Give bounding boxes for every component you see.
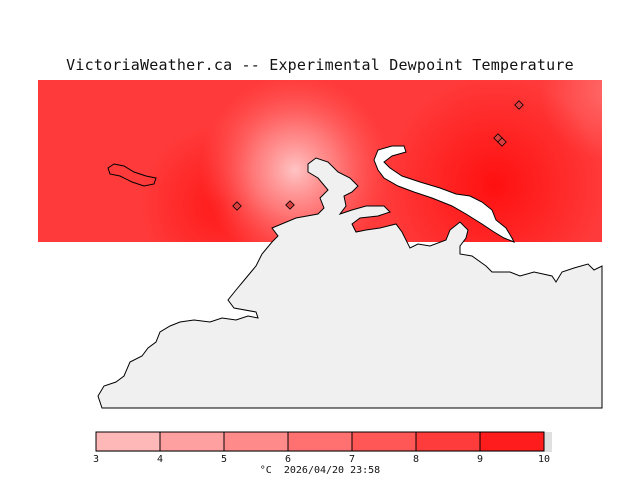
color-scale [95,431,552,452]
weather-stations [232,100,524,211]
western-islet [107,163,157,187]
saanich-inlet [373,145,516,243]
scale-bin [480,432,544,451]
scale-bin [288,432,352,451]
station-marker[interactable] [497,137,507,147]
scale-bin [224,432,288,451]
station-marker[interactable] [514,100,524,110]
scale-tick-label: 3 [92,454,100,465]
scale-tick-label: 10 [537,454,551,465]
scale-tick-label: 6 [284,454,292,465]
station-marker[interactable] [232,201,242,211]
unit-label: °C [259,465,272,476]
scale-tick-label: 4 [156,454,164,465]
scale-tick-label: 8 [412,454,420,465]
station-marker[interactable] [285,200,295,210]
footer-info: °C 2026/04/20 23:58 [0,465,640,476]
scale-tick-label: 9 [476,454,484,465]
scale-bin [96,432,160,451]
island-landmass [97,157,603,409]
scale-tick-label: 7 [348,454,356,465]
scale-tick-label: 5 [220,454,228,465]
scale-bin [352,432,416,451]
scale-bin [160,432,224,451]
map-title: VictoriaWeather.ca -- Experimental Dewpo… [66,56,574,74]
timestamp: 2026/04/20 23:58 [283,465,381,476]
scale-bin [416,432,480,451]
